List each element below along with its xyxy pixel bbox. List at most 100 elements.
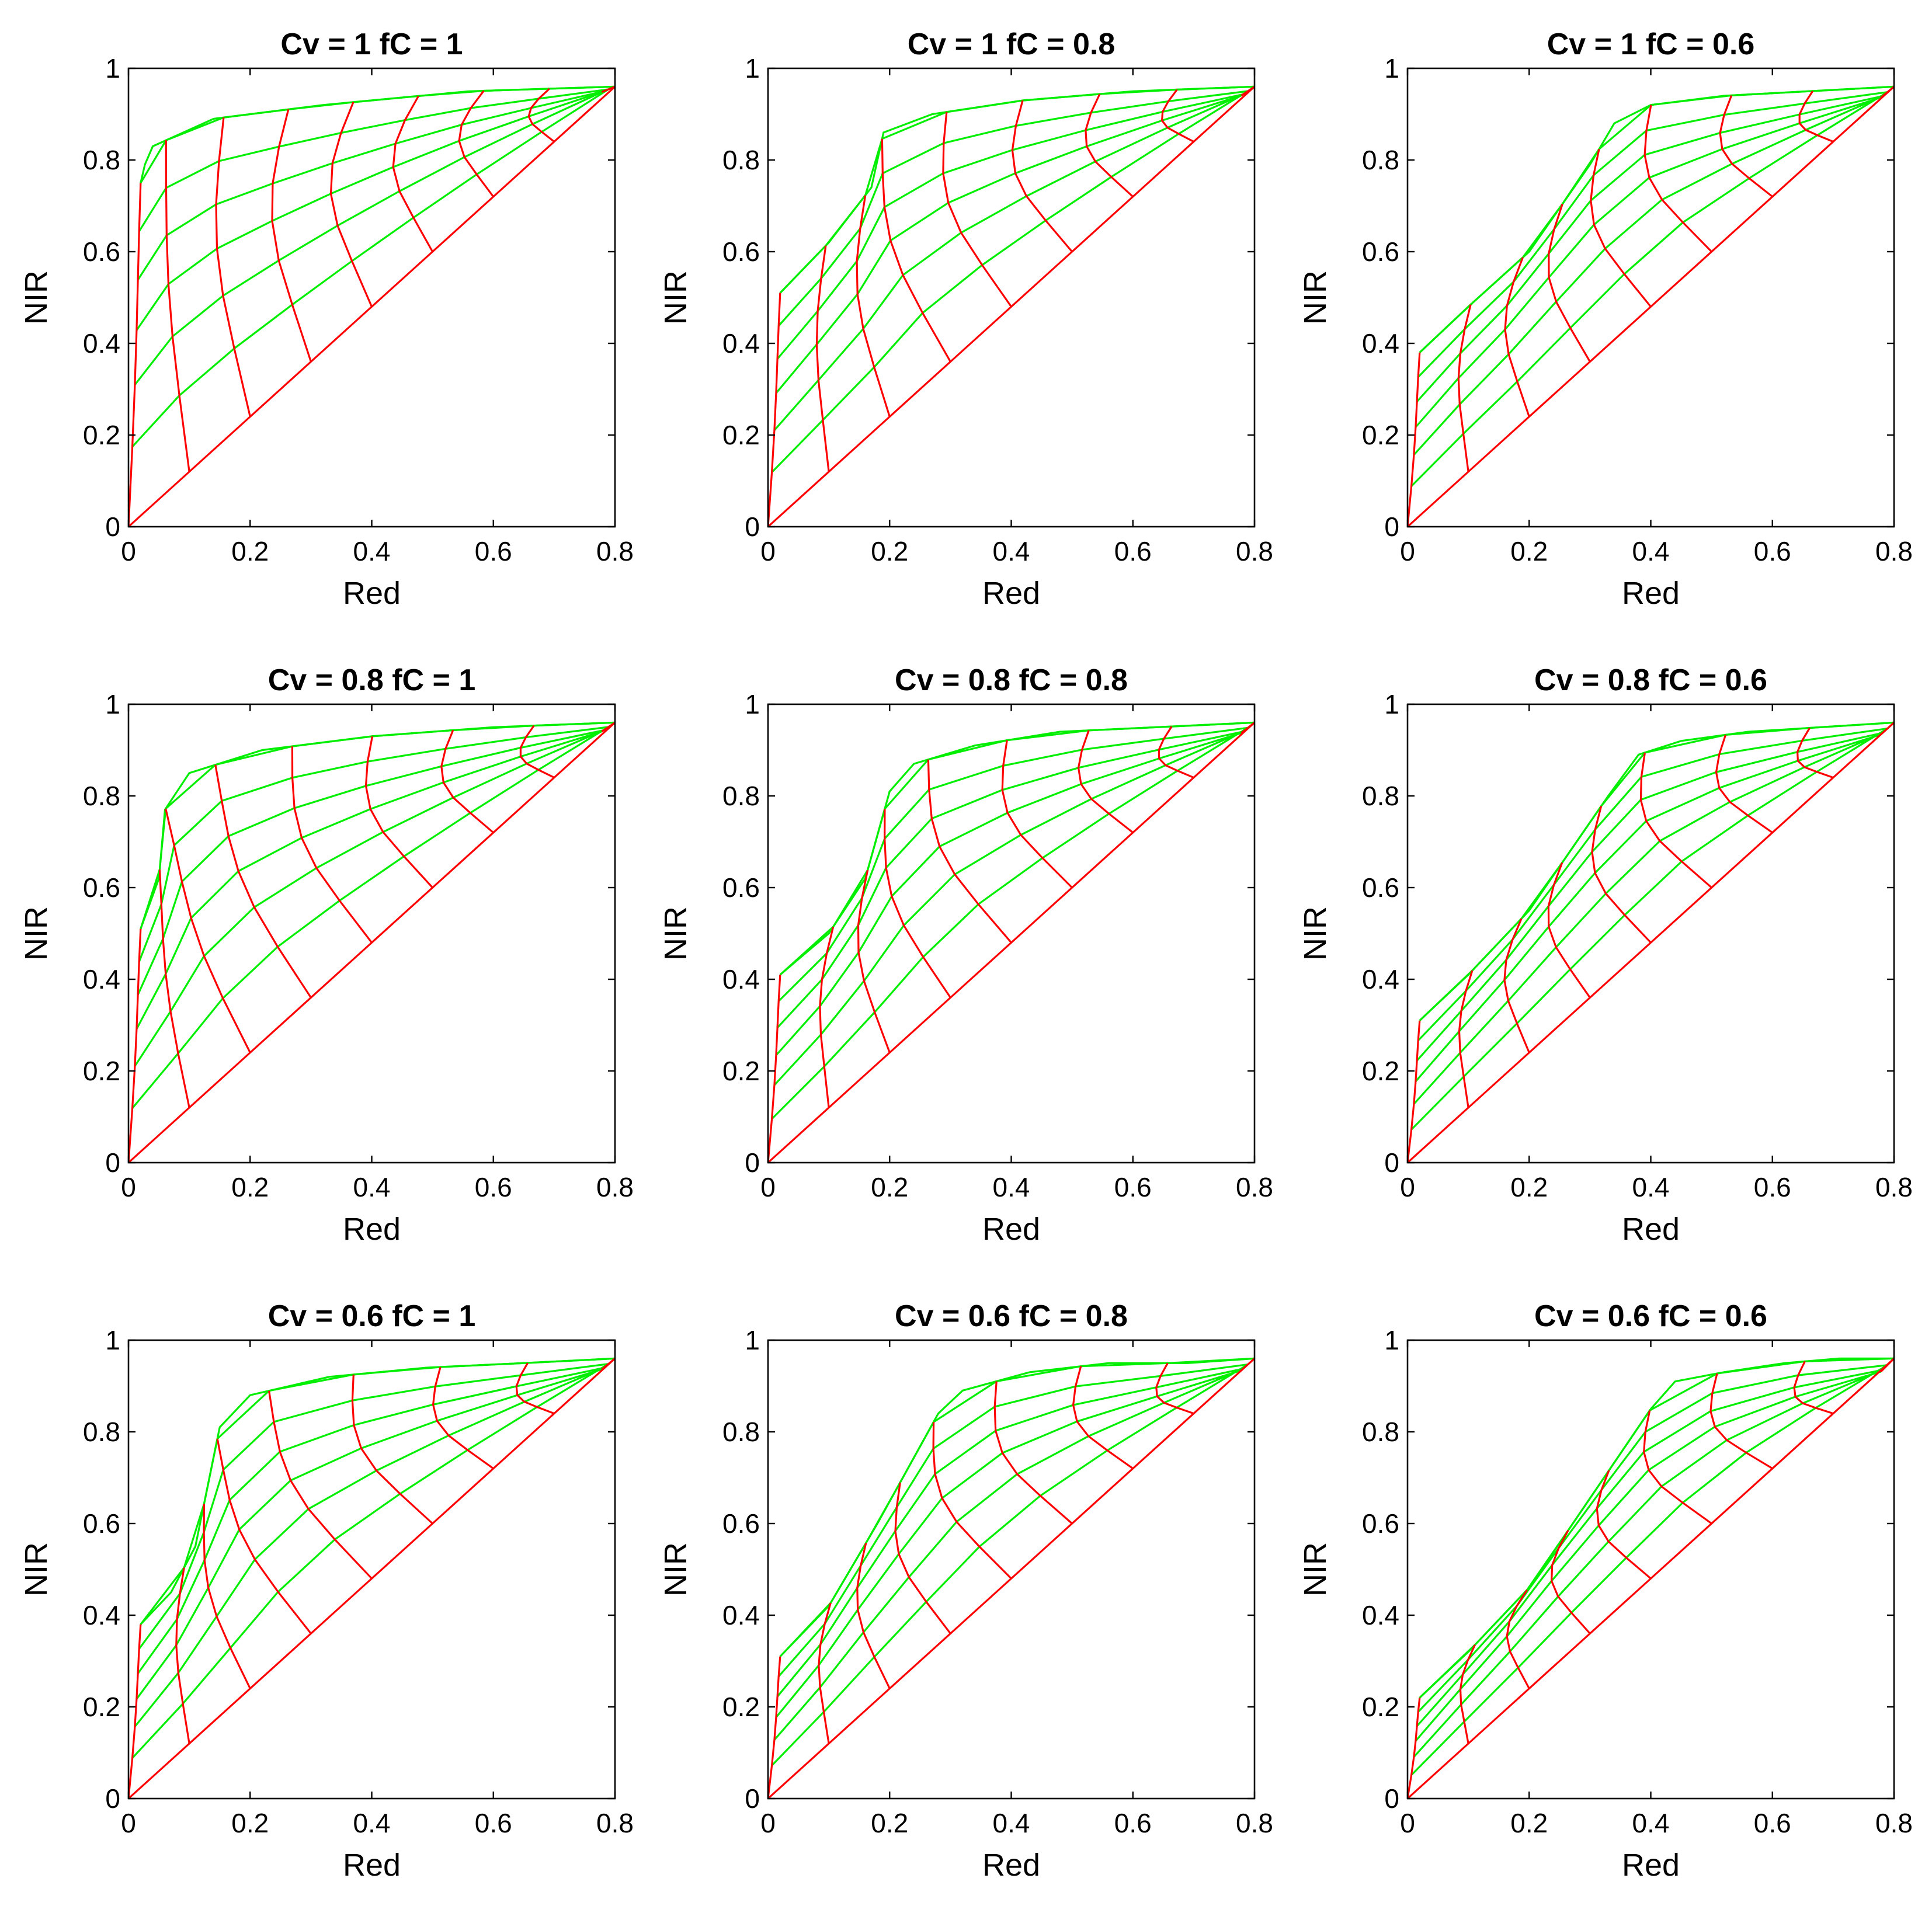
plot-area <box>1408 1357 1894 1799</box>
vegetation-ramp <box>779 721 1255 976</box>
vegetation-isoline <box>138 88 609 232</box>
y-tick-label: 0.4 <box>722 328 760 359</box>
x-tick-label: 0.8 <box>1875 1172 1913 1202</box>
vegetation-isoline <box>776 1368 1243 1698</box>
x-tick-label: 0.4 <box>353 1172 391 1202</box>
soil-line <box>1158 726 1194 779</box>
y-tick-label: 0.4 <box>1362 328 1399 359</box>
vegetation-isoline <box>134 729 604 1067</box>
vegetation-isoline <box>1416 95 1883 402</box>
subplot-6: Cv = 0.8 fC = 0.6 0 0.2 0.4 0.6 0.8 0 0.2 0.4 0.6… <box>1298 663 1913 1247</box>
soil-line <box>392 95 433 252</box>
x-tick-label: 0.4 <box>993 536 1030 566</box>
soil-line <box>1408 1698 1421 1799</box>
y-tick-label: 0.6 <box>722 1508 760 1539</box>
y-tick-label: 0.8 <box>1362 781 1399 811</box>
y-tick-label: 0 <box>1384 1783 1399 1814</box>
y-tick-label: 0.2 <box>722 1692 760 1722</box>
x-tick-label: 0 <box>121 1808 136 1838</box>
subplot-title: Cv = 1 fC = 0.8 <box>908 27 1116 61</box>
vegetation-isoline <box>777 1364 1248 1677</box>
plot-area <box>768 85 1255 527</box>
soil-line <box>1591 806 1652 944</box>
x-tick-label: 0 <box>760 536 776 566</box>
y-tick-label: 0.6 <box>83 236 120 267</box>
vegetation-isoline <box>771 90 1249 473</box>
x-tick-label: 0 <box>760 1172 776 1202</box>
soil-line <box>1796 727 1834 779</box>
y-tick-label: 0.8 <box>83 1417 120 1447</box>
x-axis-label: Red <box>982 1848 1040 1883</box>
y-tick-label: 0 <box>1384 512 1399 542</box>
soil-line <box>165 808 251 1053</box>
y-tick-label: 0.4 <box>1362 1600 1399 1630</box>
bare-soil-line <box>768 722 1255 1163</box>
y-axis-label: NIR <box>658 270 693 325</box>
soil-line <box>601 722 615 732</box>
vegetation-isoline <box>776 731 1243 1028</box>
bare-soil-line <box>1408 1358 1894 1799</box>
y-tick-label: 0.4 <box>83 328 120 359</box>
y-tick-label: 0.6 <box>1362 872 1399 903</box>
axes-box <box>127 703 616 1164</box>
vegetation-isoline <box>1417 1364 1888 1713</box>
y-tick-label: 0.8 <box>1362 1417 1399 1447</box>
soil-line <box>1709 1373 1773 1470</box>
soil-line <box>128 1624 142 1799</box>
soil-line <box>1503 918 1530 1053</box>
x-tick-label: 0.4 <box>353 536 391 566</box>
x-tick-label: 0.6 <box>475 1172 512 1202</box>
soil-line <box>1011 100 1073 253</box>
y-axis-label: NIR <box>658 906 693 961</box>
y-tick-label: 0.2 <box>83 1056 120 1086</box>
y-tick-label: 1 <box>1384 1325 1399 1355</box>
soil-line <box>364 736 433 889</box>
vegetation-isoline <box>1413 1369 1884 1758</box>
vegetation-isoline <box>140 85 615 184</box>
bare-soil-line <box>1408 86 1894 527</box>
x-tick-label: 0.2 <box>1510 1172 1548 1202</box>
vegetation-isoline <box>1410 728 1888 1131</box>
subplot-1: Cv = 1 fC = 1 0 0.2 0.4 0.6 0.8 0 0.2 0.4 0.6 0.8 1… <box>19 27 634 611</box>
x-tick-label: 0.4 <box>993 1808 1030 1838</box>
vegetation-isoline <box>1415 1371 1881 1742</box>
soil-line <box>768 975 781 1163</box>
y-tick-label: 0.6 <box>722 872 760 903</box>
vegetation-isoline <box>1410 1364 1888 1776</box>
vegetation-isoline <box>137 729 604 996</box>
y-tick-label: 0.4 <box>722 964 760 994</box>
soil-line <box>215 117 251 417</box>
soil-line <box>271 109 312 362</box>
soil-line <box>1458 970 1474 1108</box>
y-axis-label: NIR <box>1298 1542 1333 1597</box>
soil-line <box>856 1542 891 1689</box>
soil-line <box>1457 304 1472 472</box>
vegetation-isoline <box>1413 95 1884 455</box>
y-axis-label: NIR <box>19 270 54 325</box>
vegetation-isoline <box>137 90 604 281</box>
x-tick-label: 0.8 <box>596 1808 634 1838</box>
soil-line <box>1798 91 1834 143</box>
y-tick-label: 0.4 <box>83 1600 120 1630</box>
x-axis-label: Red <box>343 1212 401 1247</box>
x-tick-label: 0.6 <box>475 536 512 566</box>
x-tick-label: 0.6 <box>1114 536 1152 566</box>
soil-line <box>351 1374 433 1525</box>
subplot-title: Cv = 0.8 fC = 0.6 <box>1534 663 1767 697</box>
soil-line <box>515 1362 555 1415</box>
x-tick-label: 0.8 <box>596 536 634 566</box>
subplot-9: Cv = 0.6 fC = 0.6 0 0.2 0.4 0.6 0.8 0 0.2 0.4 0.6… <box>1298 1299 1913 1883</box>
y-axis-label: NIR <box>19 906 54 961</box>
axes-box <box>767 67 1256 528</box>
soil-line <box>815 245 830 472</box>
x-axis-label: Red <box>982 576 1040 611</box>
x-tick-label: 0.2 <box>1510 1808 1548 1838</box>
vegetation-isoline <box>138 726 609 962</box>
soil-line <box>175 1567 190 1744</box>
soil-line <box>432 1366 494 1470</box>
y-axis-label: NIR <box>1298 906 1333 961</box>
y-tick-label: 0.2 <box>1362 420 1399 450</box>
x-tick-label: 0.6 <box>1754 536 1791 566</box>
x-tick-label: 0.4 <box>1632 536 1670 566</box>
vegetation-isoline <box>1416 732 1883 1062</box>
